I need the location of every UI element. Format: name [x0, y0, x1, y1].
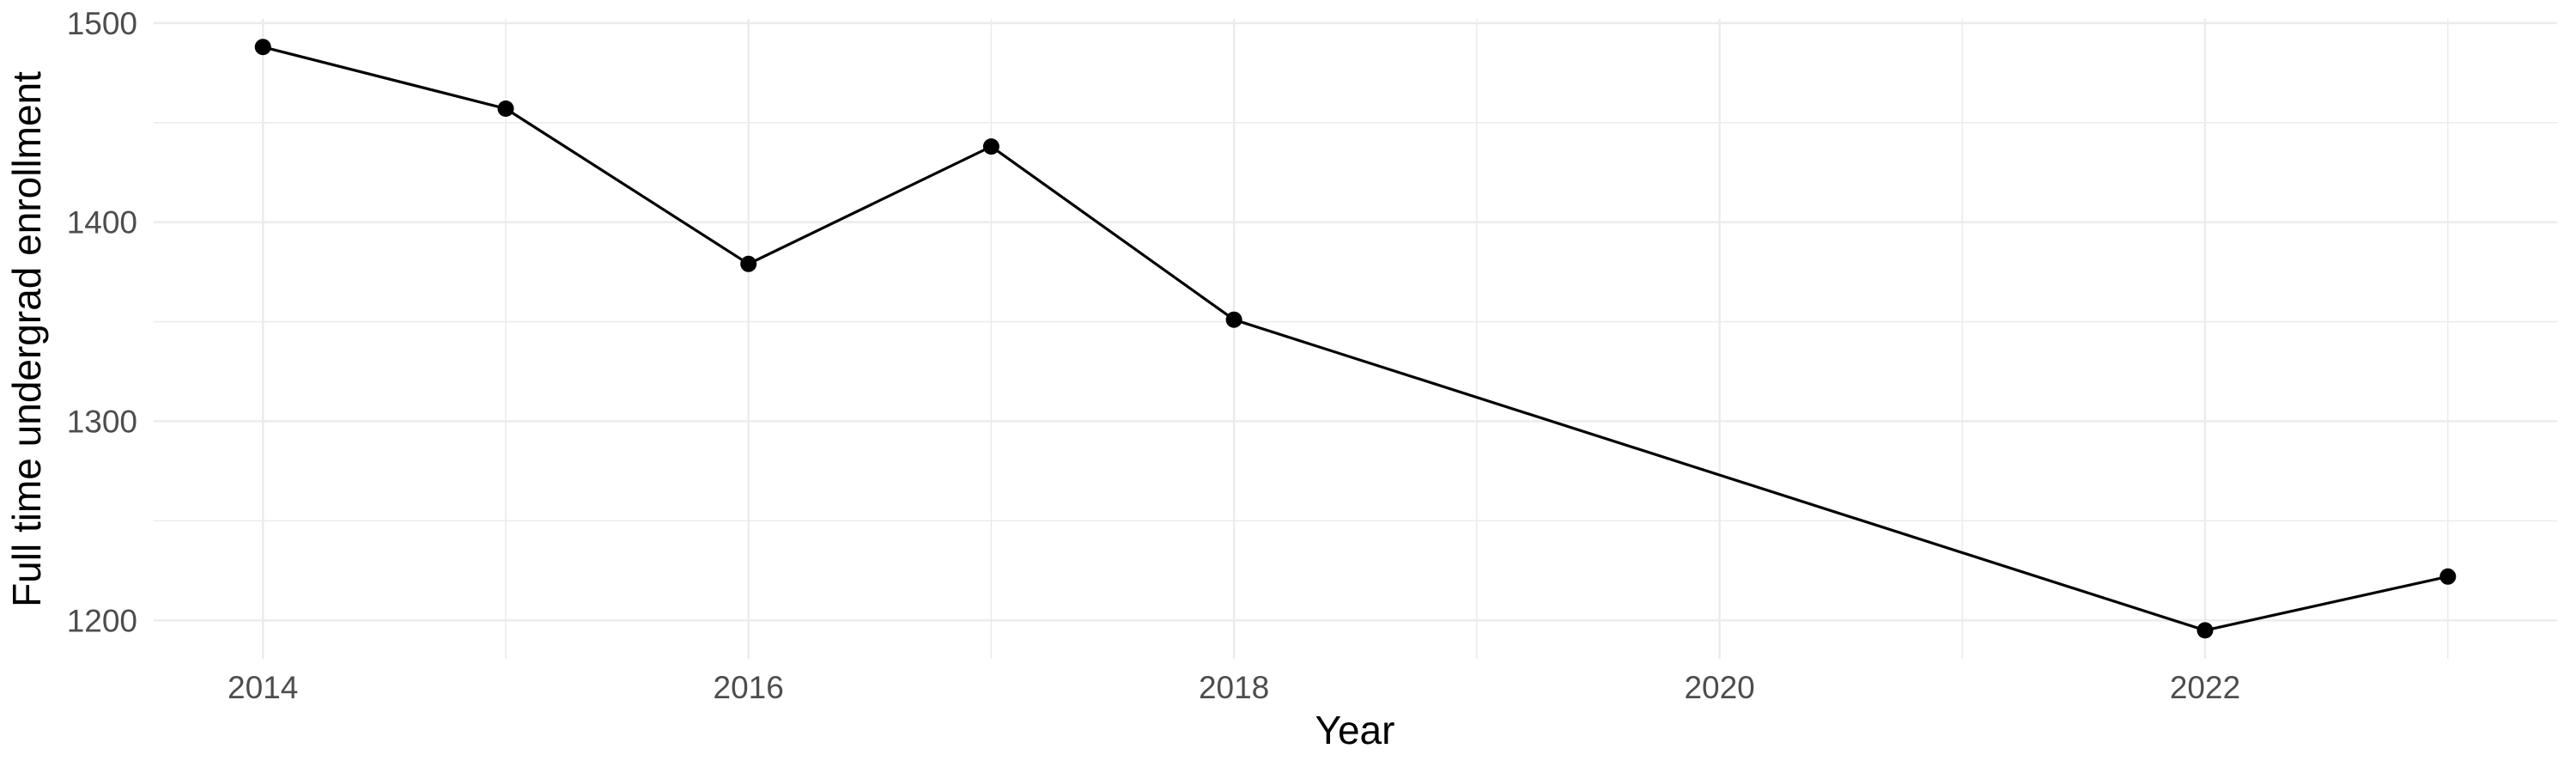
x-tick-label-2020: 2020	[1684, 670, 1754, 705]
data-point-2014	[254, 39, 271, 56]
major-gridlines	[154, 19, 2557, 659]
y-axis-tick-labels: 1200 1300 1400 1500	[67, 6, 137, 638]
y-tick-label-1500: 1500	[67, 6, 137, 41]
y-tick-label-1200: 1200	[67, 603, 137, 638]
x-tick-label-2016: 2016	[714, 670, 784, 705]
data-point-2015	[497, 100, 514, 117]
data-series	[254, 39, 2457, 639]
x-tick-label-2018: 2018	[1199, 670, 1269, 705]
x-axis-tick-labels: 2014 2016 2018 2020 2022	[228, 670, 2240, 705]
y-tick-label-1400: 1400	[67, 205, 137, 240]
y-axis-title: Full time undergrad enrollment	[4, 71, 49, 607]
x-axis-title: Year	[1315, 708, 1395, 752]
data-point-2017	[982, 138, 999, 155]
enrollment-line	[261, 46, 2450, 632]
minor-gridlines	[154, 19, 2557, 659]
data-point-2016	[740, 255, 757, 272]
x-tick-label-2022: 2022	[2170, 670, 2240, 705]
data-point-2023	[2439, 568, 2457, 585]
data-point-2022	[2196, 622, 2214, 639]
x-tick-label-2014: 2014	[228, 670, 298, 705]
data-point-2018	[1225, 311, 1242, 328]
y-tick-label-1300: 1300	[67, 405, 137, 440]
